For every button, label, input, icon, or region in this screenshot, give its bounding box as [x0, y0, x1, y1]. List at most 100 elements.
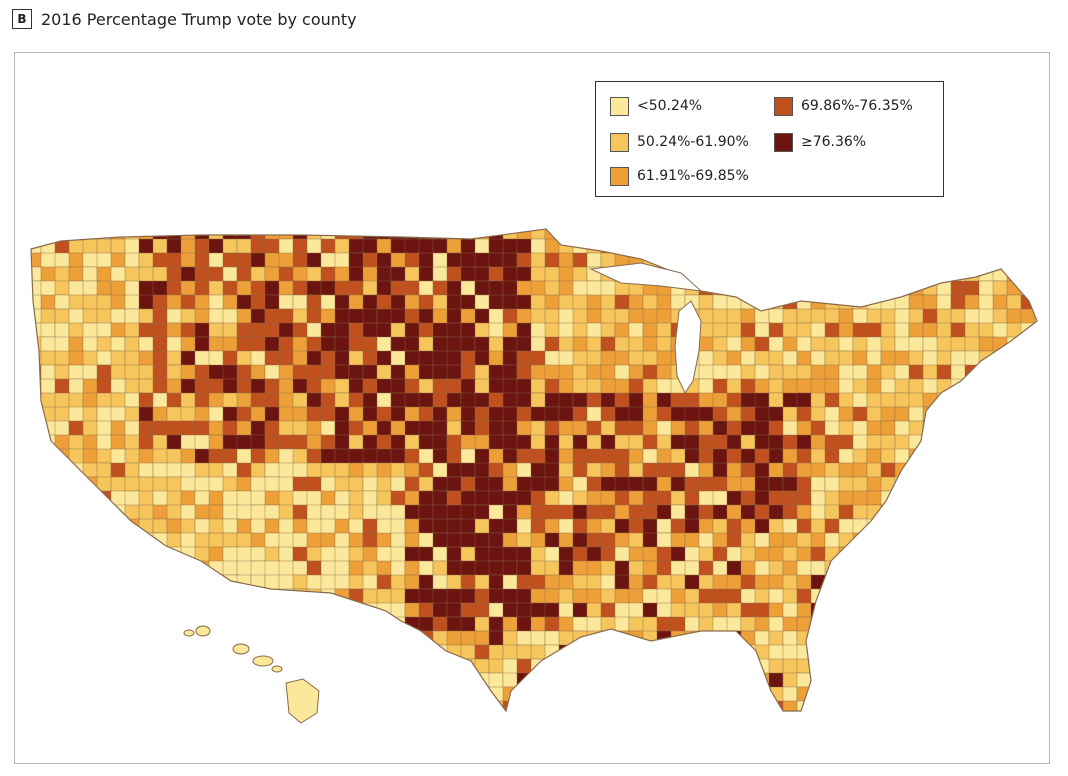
county-cell	[1034, 700, 1037, 711]
county-cell	[614, 308, 630, 326]
county-cell	[404, 238, 422, 255]
county-cell	[1006, 238, 1023, 257]
county-cell	[222, 364, 239, 380]
county-cell	[68, 630, 86, 648]
county-cell	[376, 700, 393, 711]
county-cell	[712, 336, 729, 352]
county-cell	[516, 406, 532, 423]
county-cell	[852, 532, 871, 551]
county-cell	[712, 229, 730, 243]
county-cell	[180, 364, 198, 382]
county-cell	[125, 715, 140, 732]
county-cell	[362, 532, 380, 549]
county-cell	[40, 266, 58, 284]
county-cell	[180, 644, 198, 662]
county-cell	[124, 229, 142, 241]
county-cell	[208, 490, 226, 506]
county-cell	[866, 280, 885, 298]
county-cell	[601, 715, 618, 732]
county-cell	[320, 616, 337, 635]
county-cell	[138, 476, 156, 494]
county-cell	[110, 420, 127, 436]
county-cell	[264, 518, 281, 534]
county-cell	[866, 476, 884, 492]
county-cell	[544, 700, 560, 711]
county-cell	[488, 336, 505, 353]
county-cell	[656, 448, 674, 465]
county-cell	[992, 448, 1008, 467]
county-cell	[180, 392, 197, 410]
county-cell	[54, 602, 70, 618]
county-cell	[194, 658, 211, 674]
county-cell	[894, 574, 911, 592]
county-cell	[446, 700, 464, 711]
county-cell	[334, 462, 352, 478]
county-cell	[31, 406, 42, 422]
county-cell	[880, 434, 896, 452]
county-cell	[460, 546, 476, 562]
county-cell	[545, 715, 560, 730]
county-cell	[166, 229, 182, 240]
county-cell	[334, 476, 351, 492]
county-cell	[82, 518, 98, 536]
county-cell	[40, 378, 57, 396]
county-cell	[334, 238, 352, 256]
county-cell	[614, 322, 632, 339]
county-cell	[68, 336, 84, 354]
county-cell	[474, 504, 492, 521]
county-cell	[320, 238, 338, 255]
county-cell	[334, 266, 351, 284]
county-cell	[684, 448, 701, 466]
county-cell	[152, 434, 168, 451]
county-cell	[880, 630, 897, 647]
county-cell	[867, 715, 884, 729]
county-cell	[782, 280, 798, 296]
county-cell	[236, 308, 253, 324]
county-cell	[894, 322, 910, 339]
county-cell	[572, 462, 588, 480]
county-cell	[1034, 322, 1037, 338]
county-cell	[194, 462, 211, 480]
county-cell	[110, 322, 127, 338]
county-cell	[376, 476, 392, 494]
county-cell	[264, 476, 281, 494]
county-cell	[768, 406, 786, 423]
county-cell	[1034, 448, 1037, 464]
county-cell	[936, 574, 952, 590]
county-cell	[362, 308, 378, 324]
county-cell	[320, 658, 339, 676]
county-cell	[726, 672, 743, 689]
county-cell	[292, 364, 310, 381]
county-cell	[82, 448, 99, 466]
county-cell	[657, 715, 671, 729]
county-cell	[936, 378, 954, 395]
county-cell	[306, 294, 322, 312]
county-cell	[180, 434, 198, 451]
county-cell	[544, 266, 562, 284]
county-cell	[222, 672, 239, 689]
county-cell	[166, 532, 182, 550]
county-cell	[936, 462, 952, 480]
county-cell	[824, 574, 840, 593]
county-cell	[460, 350, 477, 366]
county-cell	[992, 434, 1011, 453]
county-cell	[404, 686, 422, 703]
county-cell	[278, 420, 296, 438]
county-cell	[1034, 294, 1037, 311]
county-cell	[404, 518, 420, 534]
county-cell	[530, 658, 546, 676]
county-cell	[1034, 350, 1037, 368]
county-cell	[796, 588, 814, 605]
county-cell	[418, 588, 436, 604]
county-cell	[754, 462, 770, 478]
county-cell	[138, 644, 156, 661]
county-cell	[1020, 476, 1036, 493]
county-cell	[194, 504, 212, 520]
county-cell	[68, 462, 86, 481]
county-cell	[838, 238, 854, 254]
county-cell	[404, 588, 422, 606]
county-cell	[838, 252, 855, 269]
county-cell	[740, 280, 759, 298]
county-cell	[558, 658, 575, 675]
county-cell	[1034, 518, 1037, 535]
